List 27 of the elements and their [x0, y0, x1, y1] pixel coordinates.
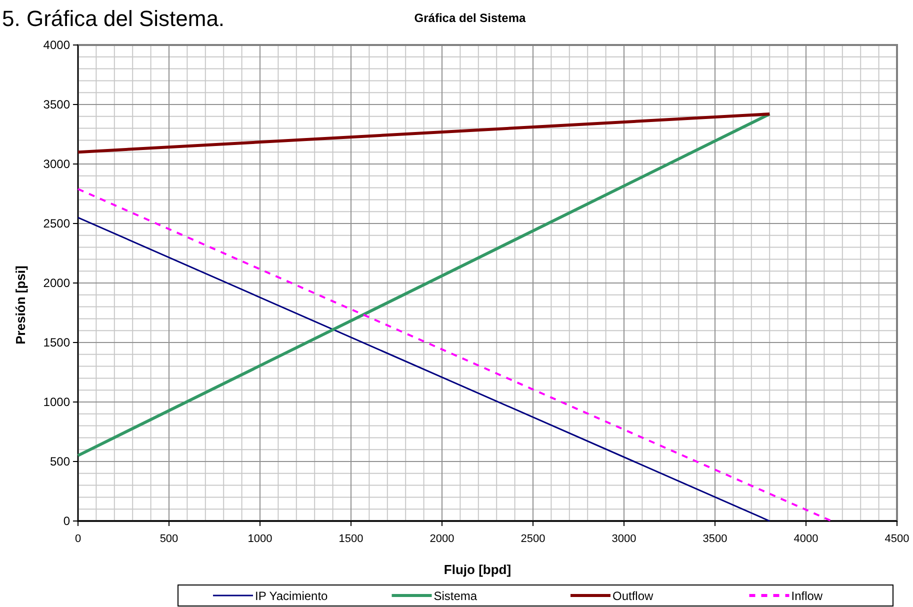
x-tick-label: 0	[74, 533, 82, 545]
x-tick-label: 2500	[520, 533, 546, 545]
x-tick-label: 2000	[430, 533, 454, 545]
y-tick-label: 3500	[43, 98, 70, 112]
text: 5. Gráfica del Sistema.	[2, 6, 225, 31]
x-tick-label: 4500	[884, 533, 910, 545]
legend-label: Outflow	[612, 589, 654, 603]
x-tick-label: 3500	[702, 533, 728, 545]
x-axis-title: Flujo [bpd]	[444, 562, 512, 577]
chart-title: Gráfica del Sistema	[414, 11, 526, 25]
x-tick-label: 3000	[612, 533, 636, 545]
x-tick-label: 1000	[248, 533, 272, 545]
x-tick-label: 500	[160, 533, 178, 545]
y-axis-title: Presión [psi]	[13, 266, 28, 344]
legend-label: Inflow	[791, 589, 823, 603]
y-tick-label: 2000	[43, 276, 70, 290]
x-tick-label: 1500	[338, 533, 364, 545]
y-tick-label: 500	[50, 454, 70, 468]
y-tick-label: 2500	[43, 216, 70, 230]
x-tick-label: 4000	[794, 533, 818, 545]
y-tick-label: 0	[63, 514, 70, 528]
y-tick-label: 1000	[43, 395, 70, 409]
y-tick-label: 3000	[43, 157, 70, 171]
legend-label: Sistema	[434, 589, 478, 603]
legend-label: IP Yacimiento	[255, 589, 328, 603]
y-tick-label: 4000	[43, 38, 70, 52]
y-tick-label: 1500	[43, 336, 70, 350]
